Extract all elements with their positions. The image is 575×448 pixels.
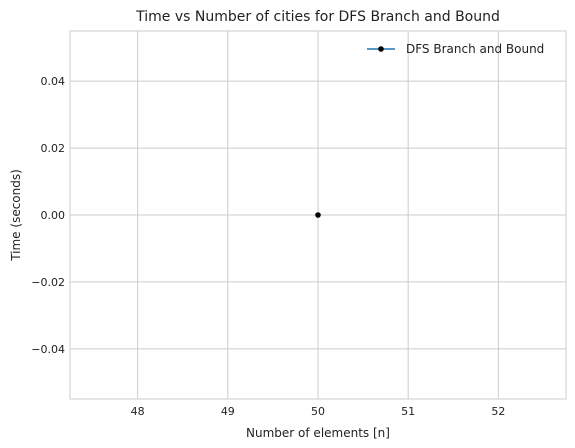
y-axis-label: Time (seconds) bbox=[9, 169, 23, 262]
legend-label: DFS Branch and Bound bbox=[406, 42, 544, 56]
y-tick-label: 0.04 bbox=[41, 75, 66, 88]
x-tick-label: 50 bbox=[311, 405, 325, 418]
x-axis-label: Number of elements [n] bbox=[246, 426, 390, 440]
plot-frame bbox=[69, 30, 567, 400]
grid-layer bbox=[70, 31, 566, 399]
y-tick-label: −0.04 bbox=[31, 343, 65, 356]
ticks-layer: 48 49 50 51 52 0.04 0.02 0.00 −0.02 −0.04 bbox=[31, 75, 505, 418]
y-tick-label: −0.02 bbox=[31, 276, 65, 289]
data-point bbox=[315, 212, 321, 218]
y-tick-label: 0.02 bbox=[41, 142, 66, 155]
series-layer bbox=[315, 212, 321, 218]
x-tick-label: 49 bbox=[221, 405, 235, 418]
x-tick-label: 51 bbox=[401, 405, 415, 418]
legend: DFS Branch and Bound bbox=[367, 42, 544, 56]
x-tick-label: 52 bbox=[491, 405, 505, 418]
chart-title: Time vs Number of cities for DFS Branch … bbox=[135, 9, 500, 25]
x-tick-label: 48 bbox=[131, 405, 145, 418]
y-tick-label: 0.00 bbox=[41, 209, 66, 222]
legend-marker bbox=[378, 46, 384, 52]
